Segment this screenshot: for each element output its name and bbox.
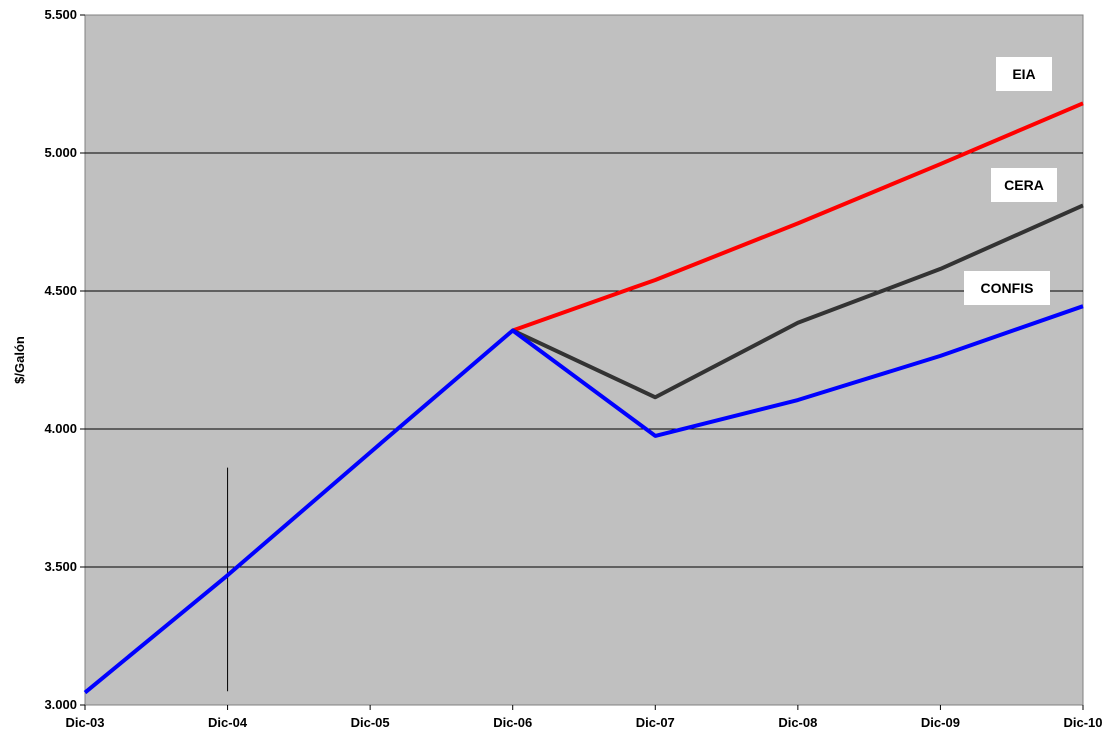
y-tick-label: 3.500 xyxy=(44,559,77,574)
y-tick-label: 5.000 xyxy=(44,145,77,160)
x-tick-label: Dic-03 xyxy=(65,715,104,730)
y-tick-label: 4.000 xyxy=(44,421,77,436)
series-label-box xyxy=(996,57,1052,91)
series-lines xyxy=(83,101,1084,695)
series-label-confis: CONFIS xyxy=(981,280,1034,296)
x-tick-label: Dic-05 xyxy=(351,715,390,730)
series-label-box xyxy=(964,271,1050,305)
series-label-cera: CERA xyxy=(1004,177,1044,193)
series-labels: EIA CERA CONFIS xyxy=(964,57,1057,305)
x-tick-label: Dic-08 xyxy=(778,715,817,730)
series-line-cera xyxy=(511,203,1084,400)
series-label-box xyxy=(991,168,1057,202)
x-tick-label: Dic-06 xyxy=(493,715,532,730)
series-label-eia: EIA xyxy=(1012,66,1035,82)
plot-area xyxy=(84,14,1084,706)
series-line-eia xyxy=(512,101,1084,333)
y-tick-label: 3.000 xyxy=(44,697,77,712)
series-line-confis xyxy=(83,304,1084,695)
x-tick-label: Dic-07 xyxy=(636,715,675,730)
y-tick-label: 4.500 xyxy=(44,283,77,298)
y-axis: 3.000 3.500 4.000 4.500 5.000 5.500 xyxy=(44,7,85,712)
x-tick-label: Dic-04 xyxy=(208,715,248,730)
y-tick-label: 5.500 xyxy=(44,7,77,22)
y-axis-title: $/Galón xyxy=(12,336,27,384)
x-axis: Dic-03 Dic-04 Dic-05 Dic-06 Dic-07 Dic-08 Dic-… xyxy=(65,705,1103,730)
x-tick-label: Dic-09 xyxy=(921,715,960,730)
grid-lines xyxy=(85,152,1083,568)
x-tick-label: Dic-10 xyxy=(1063,715,1102,730)
